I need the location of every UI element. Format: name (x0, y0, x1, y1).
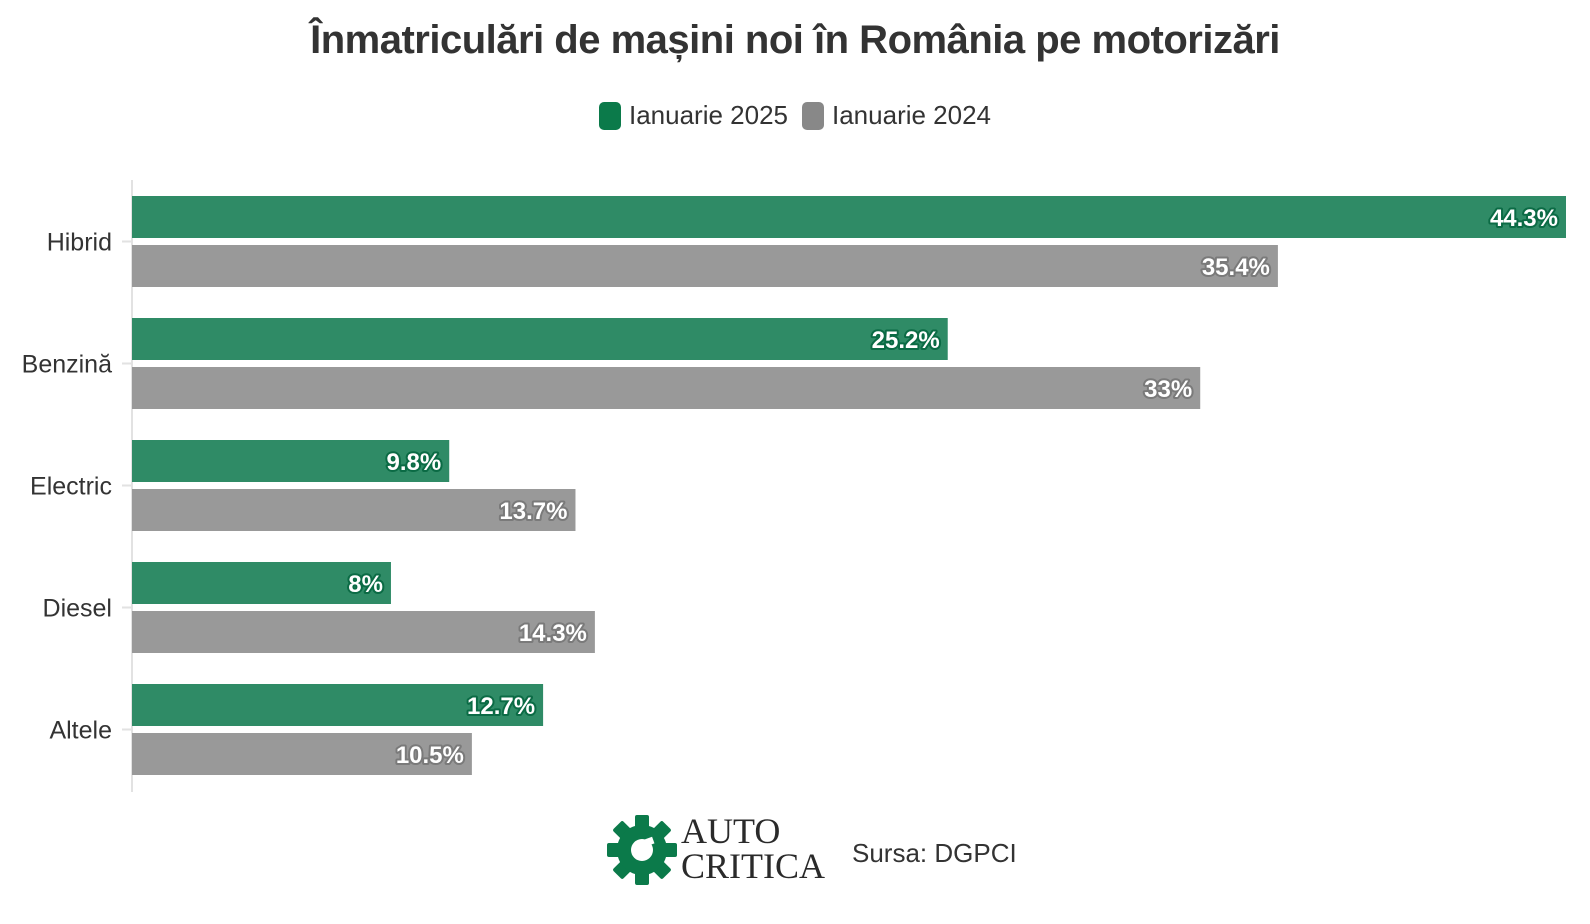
category-label-1: Benzină (22, 351, 112, 379)
data-label-2024-4: 10.5% (396, 742, 464, 769)
bar-2025-4[interactable] (132, 684, 544, 726)
data-label-2025-2: 9.8% (387, 449, 442, 476)
bar-chart: Hibrid 44.3% 35.4% Benzină 25.2% 33% Electric 9… (22, 180, 1566, 792)
legend-swatch-2024 (802, 101, 824, 130)
chart-title: Înmatriculări de mașini noi în România p… (310, 18, 1280, 62)
legend: Ianuarie 2025 Ianuarie 2024 (0, 100, 1590, 131)
bar-2024-0[interactable] (132, 245, 1278, 287)
gear-icon (607, 815, 677, 885)
legend-item-2025[interactable]: Ianuarie 2025 (598, 100, 788, 131)
category-label-4: Altele (49, 717, 112, 745)
footer: AUTO CRITICA Sursa: DGPCI (0, 812, 1590, 892)
legend-label-2024: Ianuarie 2024 (832, 100, 992, 130)
data-label-2024-1: 33% (1144, 376, 1192, 403)
legend-item-2024[interactable]: Ianuarie 2024 (802, 100, 991, 131)
bar-2025-3[interactable] (132, 562, 391, 604)
category-label-0: Hibrid (47, 229, 112, 257)
autocritica-logo: AUTO CRITICA (606, 812, 826, 892)
source-note: Sursa: DGPCI (852, 838, 1017, 868)
data-label-2025-1: 25.2% (872, 327, 940, 354)
legend-swatch-2025 (598, 101, 621, 130)
bar-2025-1[interactable] (132, 318, 948, 360)
category-label-3: Diesel (43, 595, 112, 623)
bar-2025-2[interactable] (132, 440, 450, 482)
legend-label-2025: Ianuarie 2025 (628, 100, 788, 130)
bar-2025-0[interactable] (132, 196, 1566, 238)
data-label-2024-3: 14.3% (519, 620, 587, 647)
data-label-2025-3: 8% (348, 571, 383, 598)
data-label-2024-0: 35.4% (1202, 254, 1270, 281)
bar-2024-2[interactable] (132, 489, 576, 531)
logo-line-auto: AUTO (681, 811, 781, 851)
logo-line-critica: CRITICA (681, 846, 825, 886)
data-label-2024-2: 13.7% (499, 498, 567, 525)
category-label-2: Electric (30, 473, 112, 501)
data-label-2025-4: 12.7% (467, 693, 535, 720)
data-label-2025-0: 44.3% (1490, 205, 1558, 232)
bar-2024-3[interactable] (132, 611, 595, 653)
bar-2024-1[interactable] (132, 367, 1201, 409)
bar-2024-4[interactable] (132, 733, 472, 775)
